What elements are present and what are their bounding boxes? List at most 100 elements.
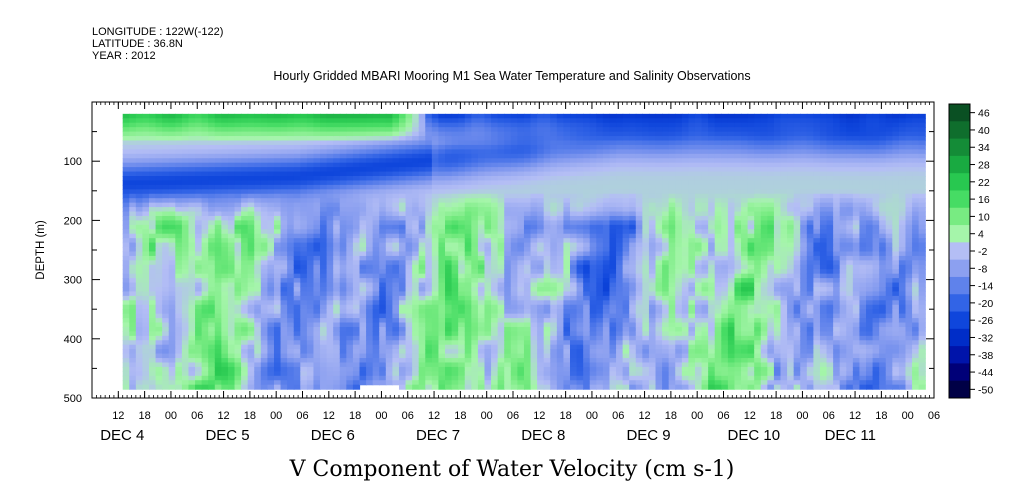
- heatmap-cell: [273, 335, 282, 341]
- heatmap-cell: [445, 113, 453, 119]
- heatmap-cell: [517, 242, 525, 248]
- heatmap-cell: [181, 189, 190, 195]
- heatmap-cell: [366, 335, 374, 341]
- heatmap-cell: [142, 176, 150, 182]
- heatmap-cell: [398, 118, 407, 124]
- heatmap-cell: [339, 136, 347, 142]
- heatmap-cell: [267, 247, 275, 253]
- heatmap-cell: [135, 358, 144, 364]
- heatmap-cell: [267, 127, 275, 133]
- heatmap-cell: [576, 349, 584, 355]
- heatmap-cell: [589, 122, 597, 128]
- heatmap-cell: [326, 273, 334, 279]
- heatmap-cell: [464, 220, 472, 226]
- heatmap-cell: [642, 242, 650, 248]
- heatmap-cell: [576, 193, 584, 199]
- heatmap-cell: [280, 207, 288, 213]
- heatmap-cell: [510, 113, 518, 119]
- heatmap-cell: [491, 167, 499, 173]
- heatmap-cell: [405, 260, 413, 266]
- heatmap-cell: [550, 242, 558, 248]
- heatmap-cell: [135, 287, 144, 293]
- heatmap-cell: [504, 184, 512, 190]
- heatmap-cell: [155, 384, 163, 390]
- heatmap-cell: [517, 264, 525, 270]
- heatmap-cell: [392, 167, 400, 173]
- heatmap-cell: [517, 238, 525, 244]
- heatmap-cell: [484, 167, 492, 173]
- heatmap-cell: [418, 300, 426, 306]
- heatmap-cell: [635, 149, 643, 155]
- heatmap-cell: [405, 371, 413, 377]
- heatmap-cell: [471, 335, 479, 341]
- heatmap-cell: [260, 335, 269, 341]
- heatmap-cell: [504, 260, 512, 266]
- heatmap-cell: [129, 211, 137, 217]
- heatmap-cell: [175, 229, 183, 235]
- heatmap-cell: [412, 136, 420, 142]
- heatmap-cell: [471, 162, 479, 168]
- heatmap-cell: [333, 366, 341, 372]
- heatmap-cell: [379, 242, 387, 248]
- heatmap-cell: [609, 366, 617, 372]
- heatmap-cell: [122, 331, 130, 337]
- heatmap-cell: [458, 269, 466, 275]
- heatmap-cell: [596, 127, 604, 133]
- heatmap-cell: [405, 331, 413, 337]
- heatmap-cell: [523, 131, 532, 137]
- heatmap-cell: [320, 127, 328, 133]
- heatmap-cell: [352, 118, 361, 124]
- heatmap-cell: [392, 375, 400, 381]
- heatmap-cell: [523, 371, 532, 377]
- heatmap-cell: [162, 326, 170, 332]
- heatmap-cell: [537, 220, 545, 226]
- heatmap-cell: [418, 318, 426, 324]
- heatmap-cell: [385, 251, 393, 257]
- heatmap-cell: [563, 375, 571, 381]
- heatmap-cell: [451, 153, 459, 159]
- heatmap-cell: [175, 122, 183, 128]
- heatmap-cell: [458, 295, 466, 301]
- heatmap-cell: [458, 215, 466, 221]
- heatmap-cell: [563, 144, 571, 150]
- heatmap-cell: [300, 273, 308, 279]
- heatmap-cell: [135, 131, 144, 137]
- heatmap-cell: [214, 144, 222, 150]
- heatmap-cell: [359, 255, 367, 261]
- heatmap-cell: [300, 304, 308, 310]
- heatmap-cell: [425, 340, 433, 346]
- heatmap-cell: [175, 380, 183, 386]
- heatmap-cell: [333, 375, 341, 381]
- heatmap-cell: [497, 380, 505, 386]
- heatmap-cell: [366, 362, 374, 368]
- heatmap-cell: [629, 158, 637, 164]
- heatmap-cell: [583, 118, 591, 124]
- heatmap-cell: [589, 300, 597, 306]
- heatmap-cell: [451, 375, 459, 381]
- heatmap-cell: [602, 375, 611, 381]
- heatmap-cell: [241, 180, 249, 186]
- heatmap-cell: [254, 211, 262, 217]
- heatmap-cell: [398, 202, 407, 208]
- heatmap-cell: [293, 144, 301, 150]
- heatmap-cell: [352, 233, 361, 239]
- heatmap-cell: [352, 224, 361, 230]
- heatmap-cell: [359, 215, 367, 221]
- heatmap-cell: [346, 247, 354, 253]
- heatmap-cell: [438, 300, 446, 306]
- heatmap-cell: [517, 278, 525, 284]
- heatmap-cell: [464, 176, 472, 182]
- heatmap-cell: [208, 371, 216, 377]
- heatmap-cell: [583, 136, 591, 142]
- heatmap-cell: [234, 220, 242, 226]
- heatmap-cell: [247, 340, 255, 346]
- heatmap-cell: [201, 344, 209, 350]
- heatmap-cell: [596, 215, 604, 221]
- heatmap-cell: [280, 260, 288, 266]
- heatmap-cell: [616, 238, 624, 244]
- heatmap-cell: [293, 238, 301, 244]
- heatmap-cell: [385, 344, 393, 350]
- heatmap-cell: [576, 242, 584, 248]
- heatmap-cell: [537, 362, 545, 368]
- heatmap-cell: [247, 349, 255, 355]
